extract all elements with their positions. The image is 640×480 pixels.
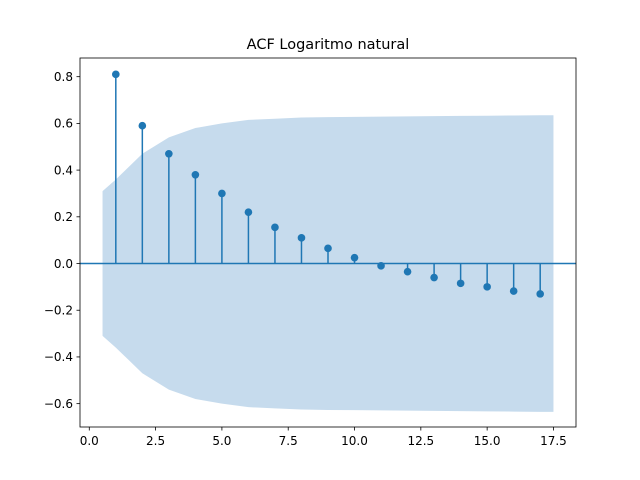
stem-marker-lag-1 (112, 70, 120, 79)
x-tick-label: 12.5 (407, 434, 434, 448)
stem-marker-lag-9 (324, 244, 332, 253)
axes-frame (79, 57, 577, 428)
stem-marker-lag-4 (191, 170, 200, 179)
stem-marker-lag-16 (509, 287, 518, 295)
x-tick-label: 0.0 (80, 434, 99, 448)
y-tick-label: 0.8 (54, 70, 73, 84)
y-tick-label: 0.4 (54, 163, 73, 177)
stem-marker-lag-12 (403, 267, 412, 276)
stem-marker-lag-11 (377, 262, 385, 270)
y-tick-label: 0.6 (54, 117, 73, 131)
plot-area (80, 70, 576, 412)
stem-marker-lag-2 (138, 121, 147, 130)
stem-marker-lag-8 (297, 234, 306, 242)
axes: 0.0 2.5 5.0 7.5 10.0 12.5 15.0 17.5 −0.6 −0.4 −0.2… (44, 57, 577, 448)
stem-marker-lag-17 (536, 290, 544, 298)
stem-marker-lag-14 (456, 279, 465, 288)
x-tick-label: 10.0 (341, 434, 368, 448)
chart-title: ACF Logaritmo natural (247, 37, 410, 53)
stem-marker-lag-6 (244, 208, 253, 216)
x-tick-label: 5.0 (212, 434, 231, 448)
stem-marker-lag-10 (350, 253, 359, 262)
stem-marker-lag-13 (430, 273, 438, 282)
stem-marker-lag-3 (165, 149, 173, 158)
y-tick-label: −0.4 (44, 350, 73, 364)
plot-content (80, 70, 576, 412)
x-tick-label: 17.5 (540, 434, 567, 448)
y-tick-label: −0.6 (44, 397, 73, 411)
y-tick-label: 0.2 (54, 210, 73, 224)
stem-marker-lag-7 (271, 223, 279, 232)
y-tick-label: −0.2 (44, 304, 73, 318)
stem-marker-lag-5 (218, 189, 226, 198)
stem-marker-lag-15 (483, 283, 491, 291)
y-tick-label: 0.0 (54, 257, 73, 271)
x-tick-label: 2.5 (146, 434, 165, 448)
x-tick-label: 15.0 (474, 434, 501, 448)
x-tick-label: 7.5 (279, 434, 298, 448)
